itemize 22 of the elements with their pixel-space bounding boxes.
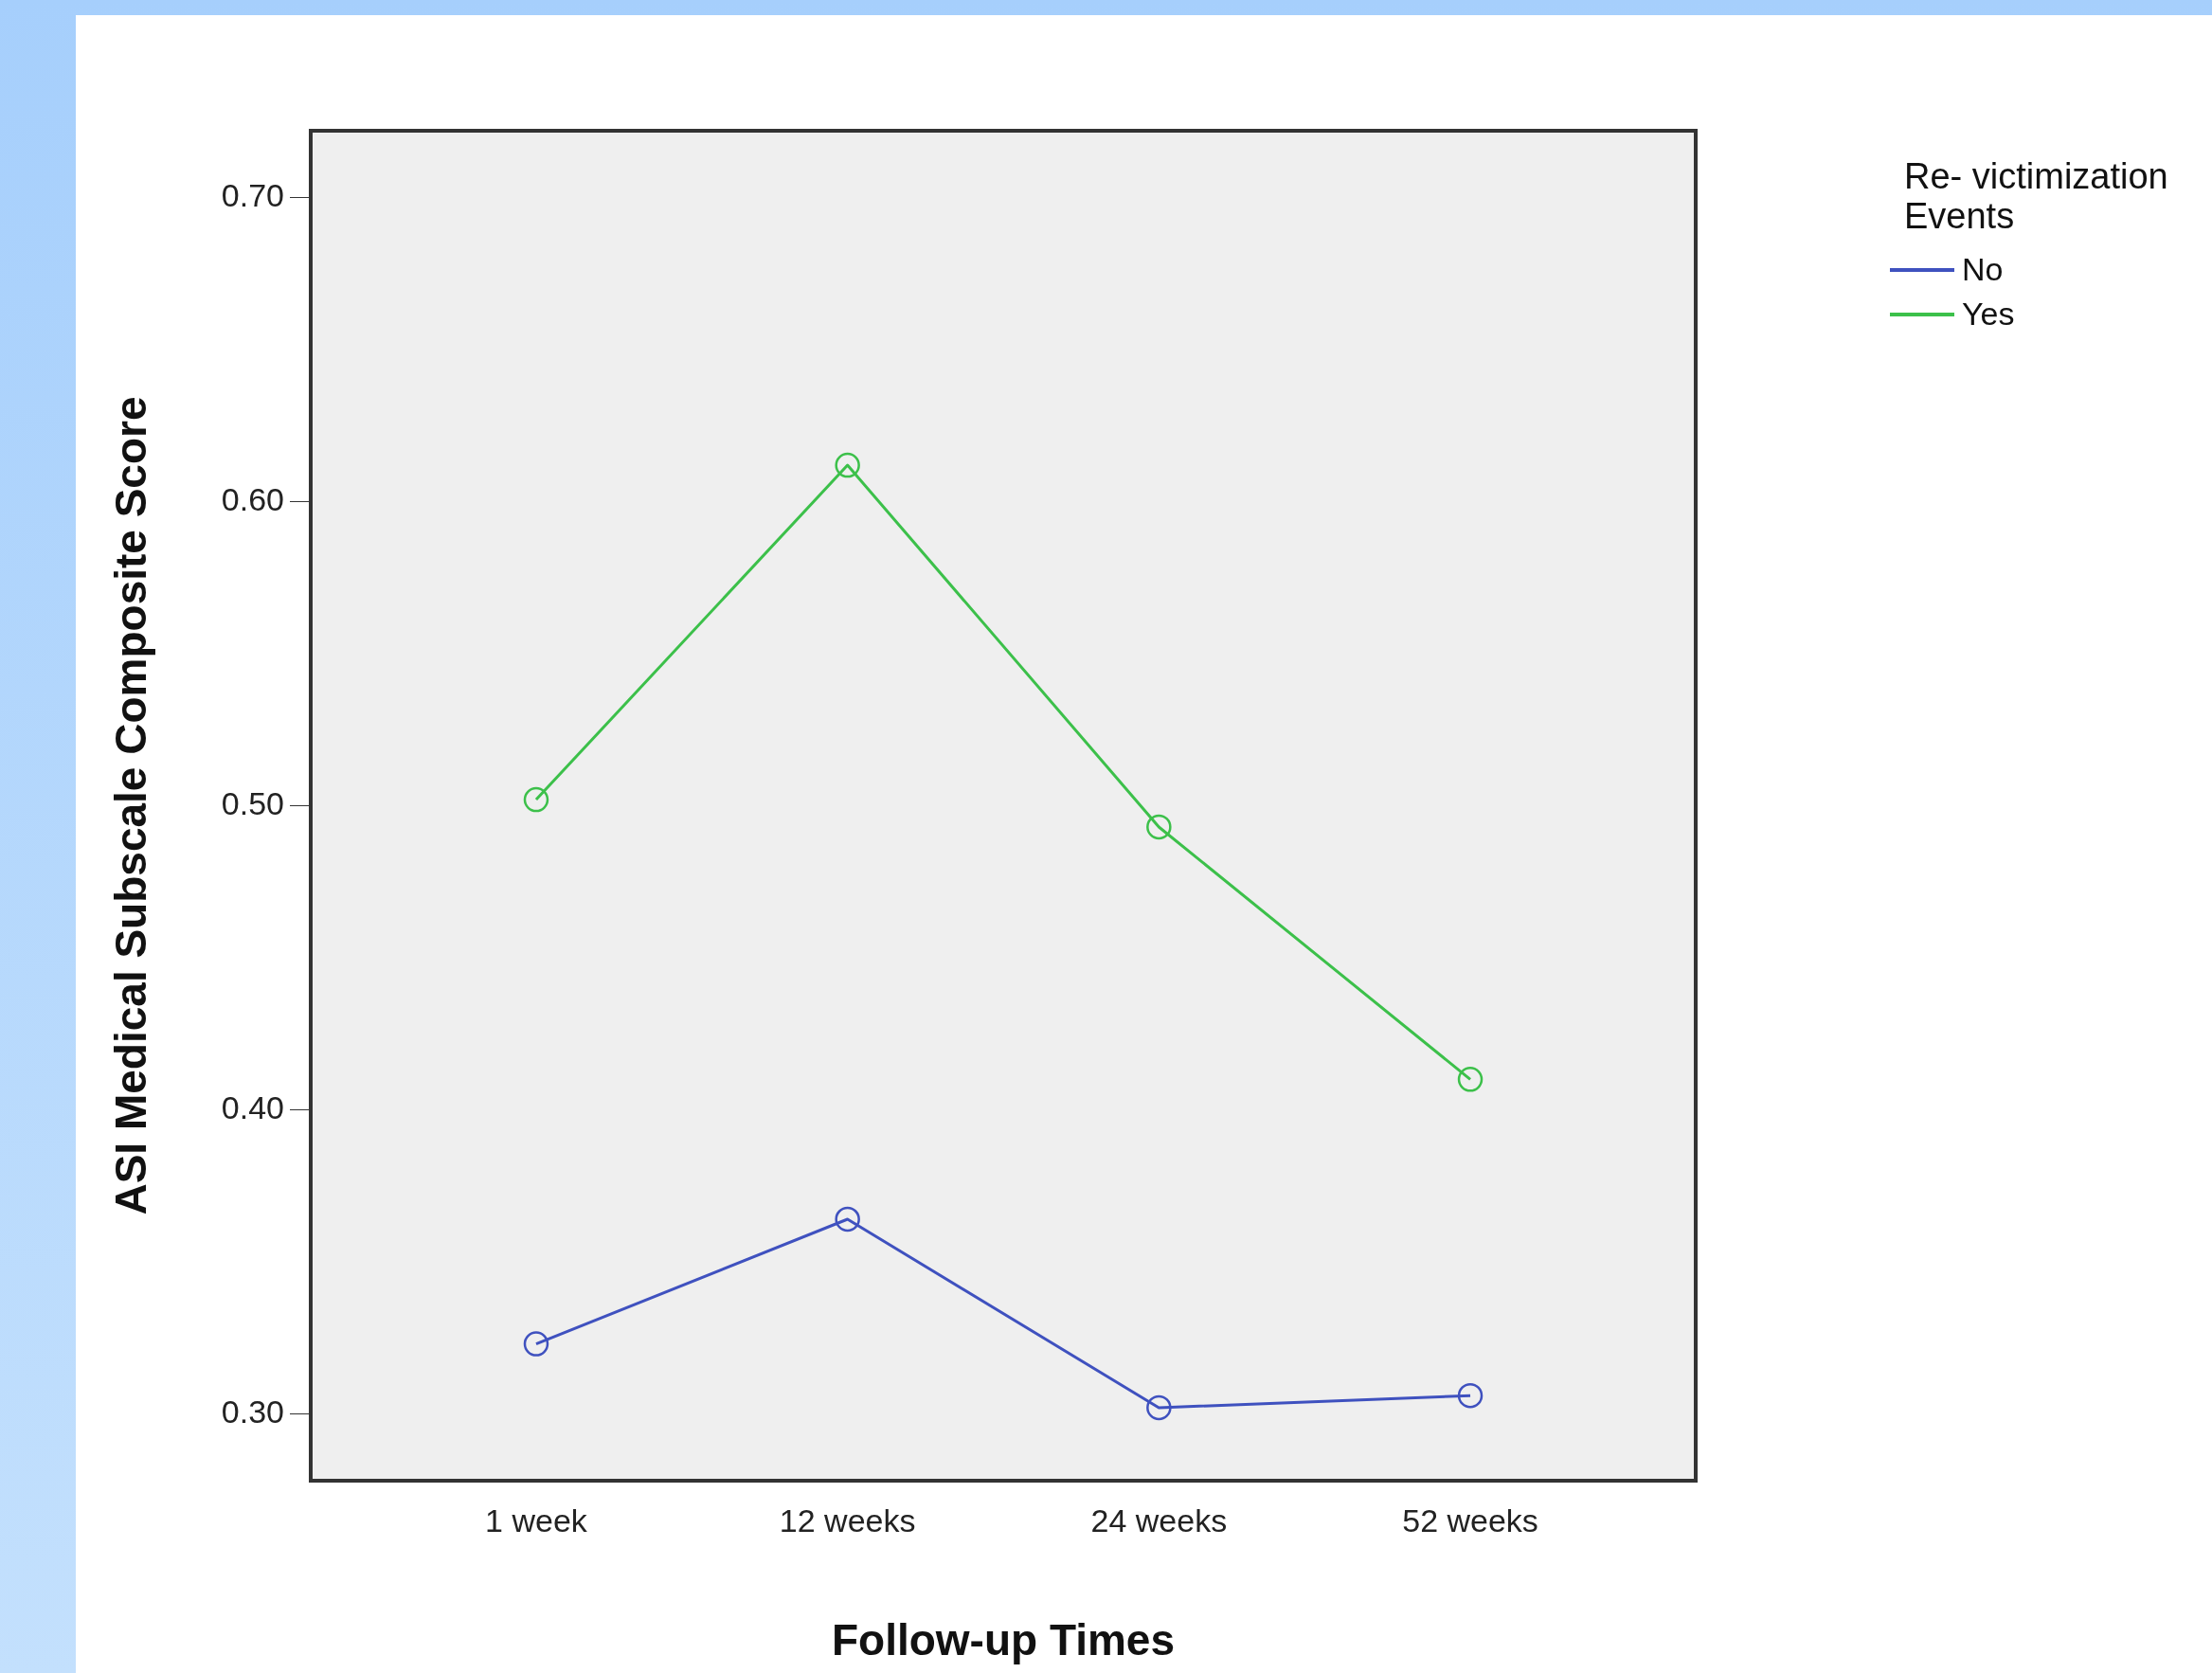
x-tick-label: 12 weeks	[779, 1502, 916, 1538]
legend-label: Yes	[1962, 296, 2015, 333]
y-tick-label: 0.40	[221, 1088, 284, 1125]
point	[523, 1331, 549, 1357]
point	[835, 1206, 860, 1232]
point	[835, 452, 860, 478]
point	[523, 786, 549, 813]
y-tick-label: 0.30	[221, 1393, 284, 1430]
y-tick-label: 0.70	[221, 176, 284, 213]
point	[1457, 1382, 1484, 1409]
x-axis-title: Follow-up Times	[831, 1615, 1176, 1665]
x-tick-label: 52 weeks	[1402, 1502, 1538, 1538]
y-axis-title: ASI Medical Subscale Composite Score	[106, 396, 156, 1215]
y-tick-label: 0.60	[221, 480, 284, 517]
point	[1457, 1067, 1484, 1092]
x-tick-label: 24 weeks	[1090, 1502, 1228, 1538]
point	[1146, 1394, 1172, 1421]
x-tick-label: 1 week	[485, 1502, 588, 1538]
legend-title: Re- victimization Events	[1904, 156, 2169, 236]
legend-label: No	[1962, 251, 2004, 288]
y-tick-label: 0.50	[221, 784, 284, 821]
point	[1146, 814, 1172, 840]
